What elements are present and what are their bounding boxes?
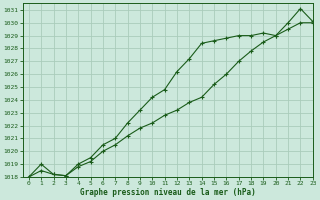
X-axis label: Graphe pression niveau de la mer (hPa): Graphe pression niveau de la mer (hPa): [80, 188, 256, 197]
